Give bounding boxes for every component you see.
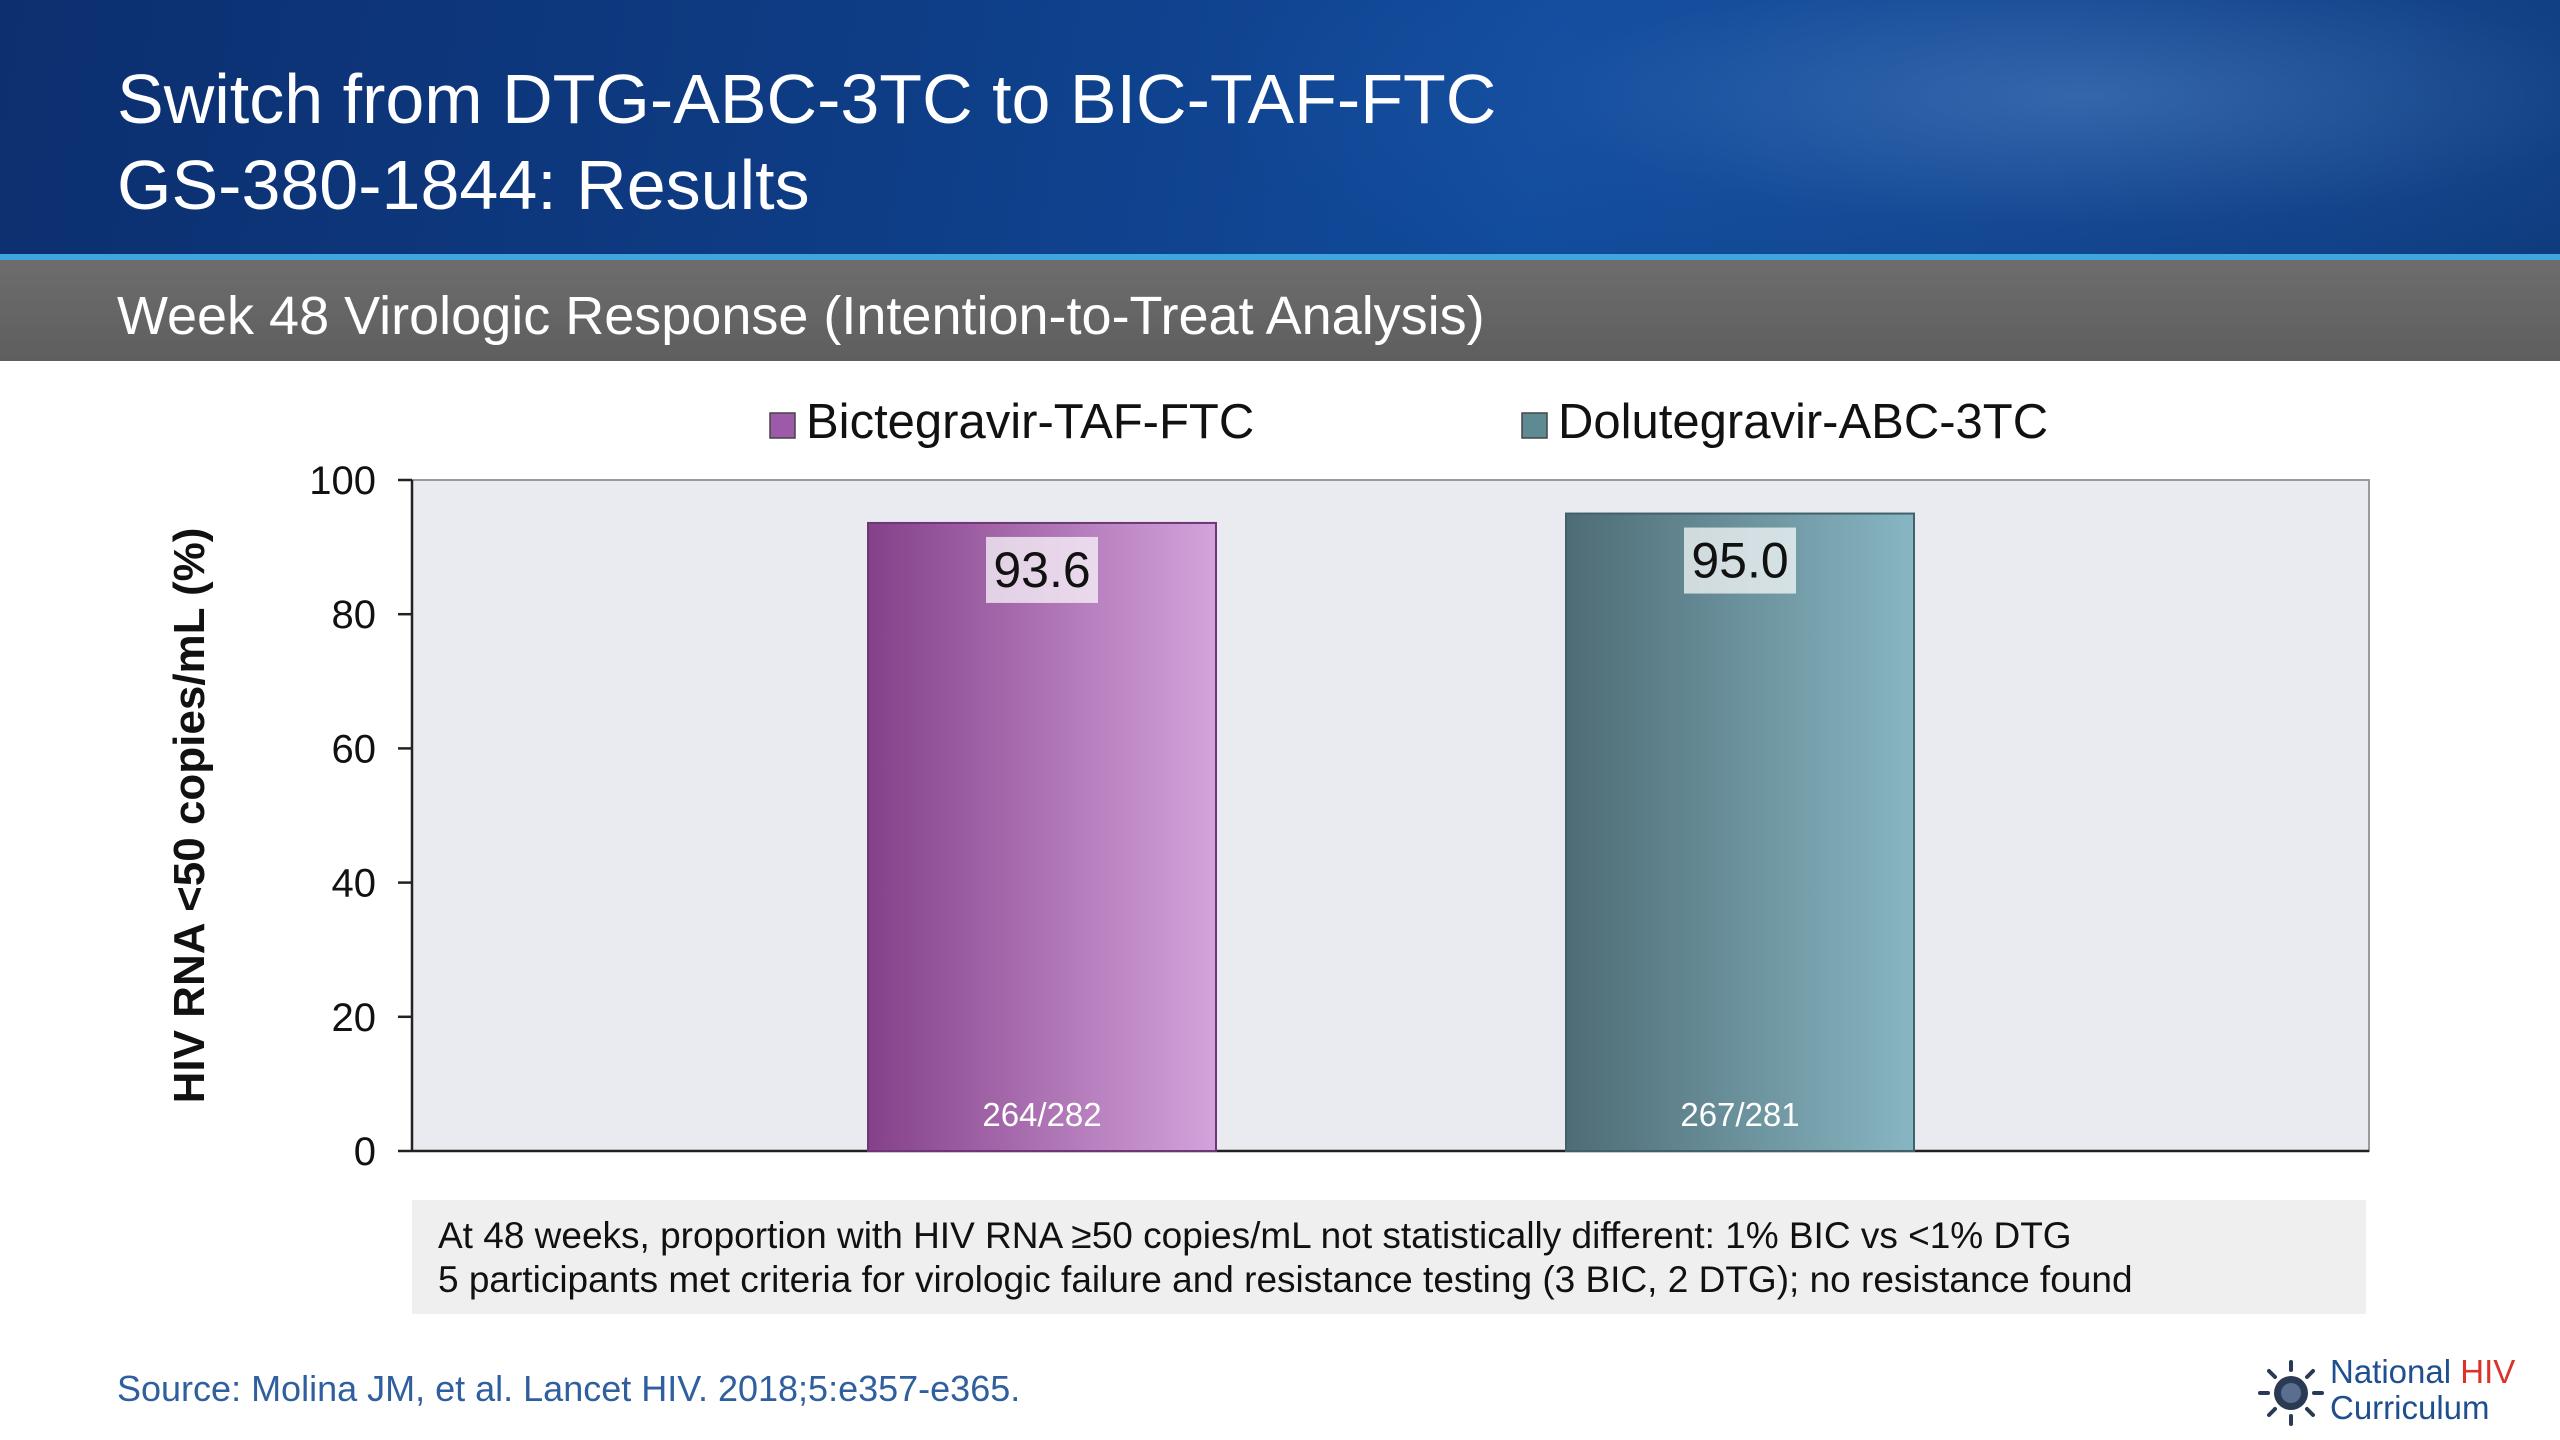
bar-value-label: 95.0	[1691, 533, 1788, 589]
legend-swatch	[769, 412, 796, 439]
slide-subtitle: Week 48 Virologic Response (Intention-to…	[117, 286, 1485, 346]
bar-value-label: 93.6	[993, 542, 1090, 598]
chart-root: 0 20 40 60 80 100 HIV RNA <50 copies/mL (%) 93.…	[165, 395, 2370, 1174]
y-tick-label: 80	[332, 593, 377, 637]
y-axis-label: HIV RNA <50 copies/mL (%)	[165, 528, 214, 1104]
notes-line-2: 5 participants met criteria for virologi…	[438, 1259, 2133, 1300]
y-tick-label: 40	[332, 862, 377, 906]
logo-wordmark: National HIV Curriculum	[2330, 1354, 2515, 1426]
national-hiv-curriculum-logo: National HIV Curriculum	[2254, 1352, 2554, 1436]
slide-title-line2: GS-380-1844: Results	[117, 146, 810, 224]
value-label-box	[1684, 527, 1796, 594]
legend-label: Dolutegravir-ABC-3TC	[1558, 395, 2048, 449]
legend-label: Bictegravir-TAF-FTC	[806, 395, 1254, 449]
slide-title-line1: Switch from DTG-ABC-3TC to BIC-TAF-FTC	[117, 60, 1497, 138]
value-label-box	[986, 536, 1098, 603]
slide-subheader: Week 48 Virologic Response (Intention-to…	[0, 260, 2560, 361]
y-tick-label: 60	[332, 727, 377, 771]
logo-word-national: National	[2330, 1353, 2452, 1390]
header-glow	[1240, 0, 2560, 256]
bar-n-label: 264/282	[982, 1096, 1101, 1133]
slide-title: Switch from DTG-ABC-3TC to BIC-TAF-FTC G…	[117, 56, 1496, 228]
y-tick-label: 100	[309, 459, 376, 503]
header-accent-rule	[0, 254, 2560, 260]
y-tick-label: 0	[354, 1130, 376, 1174]
bar-n-label: 267/281	[1680, 1096, 1799, 1133]
logo-word-curriculum: Curriculum	[2330, 1389, 2490, 1426]
notes-line-1: At 48 weeks, proportion with HIV RNA ≥50…	[438, 1215, 2072, 1256]
notes-box: At 48 weeks, proportion with HIV RNA ≥50…	[412, 1200, 2366, 1314]
bar-chart: 0 20 40 60 80 100 HIV RNA <50 copies/mL (%) 93.…	[165, 395, 2370, 1174]
plot-area	[411, 479, 2370, 1152]
bar-2	[1565, 512, 1915, 1153]
source-citation: Source: Molina JM, et al. Lancet HIV. 20…	[117, 1368, 1021, 1409]
y-tick-label: 20	[332, 996, 377, 1040]
bar-1	[867, 521, 1217, 1153]
slide-header: Switch from DTG-ABC-3TC to BIC-TAF-FTC G…	[0, 0, 2560, 256]
national-hiv-curriculum-seal-icon	[2258, 1360, 2324, 1426]
logo-word-hiv: HIV	[2460, 1353, 2516, 1390]
legend-swatch	[1521, 412, 1548, 439]
